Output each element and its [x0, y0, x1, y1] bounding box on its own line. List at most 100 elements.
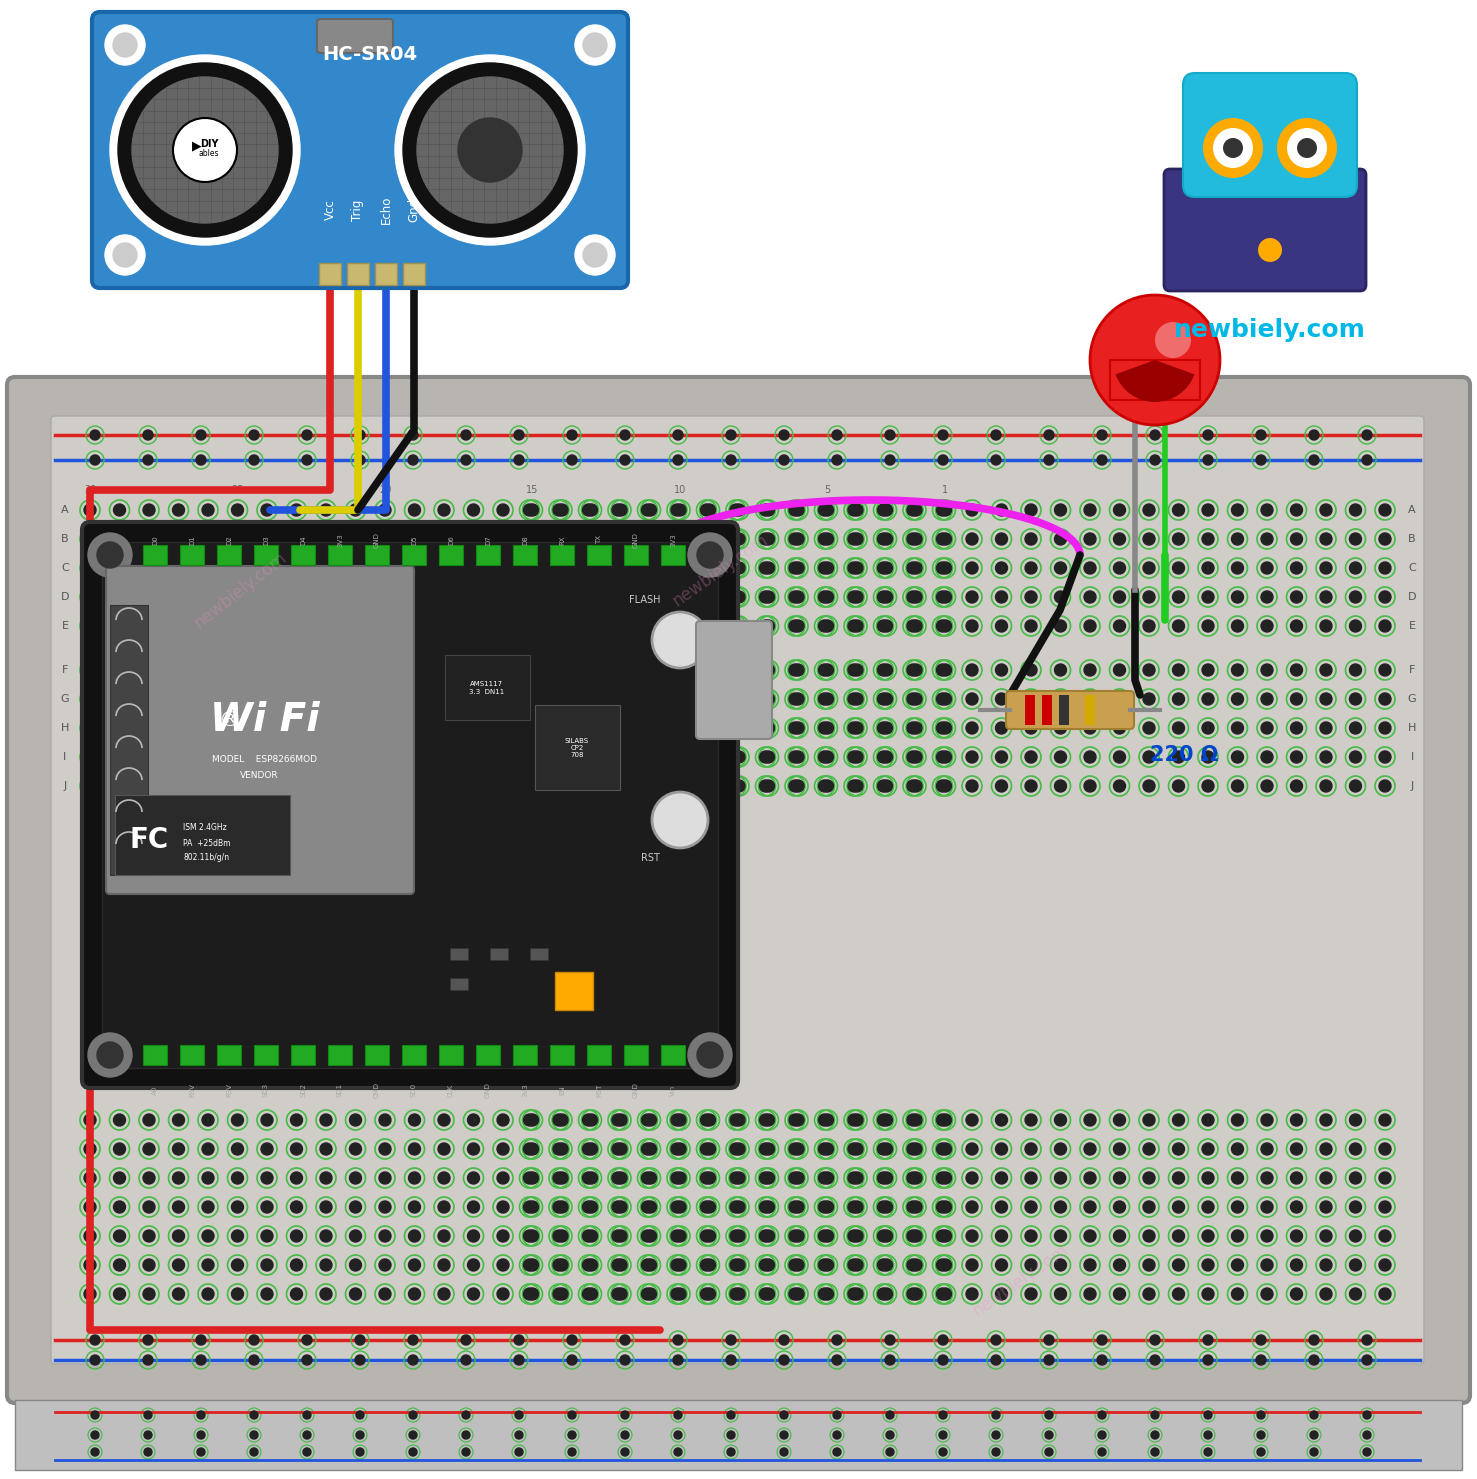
- Circle shape: [526, 562, 539, 574]
- Circle shape: [1291, 592, 1303, 603]
- Text: E: E: [1409, 621, 1415, 632]
- Bar: [1041, 695, 1052, 725]
- Circle shape: [818, 751, 830, 763]
- Circle shape: [114, 504, 126, 516]
- Circle shape: [1173, 694, 1185, 705]
- Circle shape: [789, 504, 801, 516]
- Bar: [662, 1046, 685, 1065]
- Circle shape: [1320, 751, 1332, 763]
- Text: ▶: ▶: [192, 139, 202, 152]
- Circle shape: [703, 751, 715, 763]
- Text: Vin: Vin: [671, 1084, 676, 1096]
- Circle shape: [1223, 138, 1244, 158]
- Text: G: G: [1408, 694, 1416, 704]
- Circle shape: [461, 456, 471, 464]
- Circle shape: [1114, 751, 1125, 763]
- Circle shape: [907, 1231, 919, 1242]
- Circle shape: [1143, 779, 1155, 791]
- Circle shape: [1261, 504, 1273, 516]
- Circle shape: [789, 664, 801, 676]
- Circle shape: [261, 532, 273, 544]
- Circle shape: [789, 722, 801, 734]
- Circle shape: [1173, 620, 1185, 632]
- Circle shape: [582, 1201, 595, 1213]
- Circle shape: [582, 504, 595, 516]
- Circle shape: [614, 1288, 628, 1300]
- Circle shape: [585, 1259, 598, 1270]
- Circle shape: [778, 1336, 789, 1344]
- Circle shape: [703, 620, 715, 632]
- Circle shape: [1202, 1288, 1214, 1300]
- Circle shape: [1025, 1288, 1037, 1300]
- Circle shape: [468, 532, 480, 544]
- Circle shape: [674, 592, 685, 603]
- Circle shape: [1202, 1114, 1214, 1126]
- Circle shape: [818, 592, 830, 603]
- Circle shape: [552, 722, 566, 734]
- Circle shape: [1084, 1288, 1096, 1300]
- Circle shape: [700, 1201, 712, 1213]
- Circle shape: [1320, 1259, 1332, 1270]
- Circle shape: [907, 1201, 919, 1213]
- Circle shape: [907, 562, 919, 574]
- Circle shape: [1232, 722, 1244, 734]
- Circle shape: [1173, 562, 1185, 574]
- Circle shape: [523, 1201, 536, 1213]
- Bar: [623, 544, 648, 565]
- Circle shape: [555, 620, 569, 632]
- Circle shape: [641, 562, 653, 574]
- Circle shape: [1114, 620, 1125, 632]
- Bar: [1086, 695, 1094, 725]
- Circle shape: [995, 1259, 1007, 1270]
- Circle shape: [468, 620, 480, 632]
- Circle shape: [1114, 1231, 1125, 1242]
- Circle shape: [291, 1201, 303, 1213]
- Circle shape: [1310, 1411, 1317, 1418]
- Circle shape: [703, 532, 715, 544]
- Circle shape: [759, 592, 771, 603]
- Circle shape: [611, 751, 623, 763]
- Circle shape: [877, 751, 889, 763]
- Bar: [476, 544, 501, 565]
- Circle shape: [730, 1231, 741, 1242]
- Circle shape: [1173, 1231, 1185, 1242]
- Circle shape: [196, 430, 205, 439]
- Circle shape: [143, 1171, 155, 1185]
- Circle shape: [880, 532, 892, 544]
- Circle shape: [496, 562, 510, 574]
- Circle shape: [380, 779, 391, 791]
- Circle shape: [143, 1201, 155, 1213]
- Circle shape: [674, 1201, 685, 1213]
- Circle shape: [585, 1171, 598, 1185]
- Text: SD3: SD3: [263, 1083, 269, 1097]
- Circle shape: [90, 1336, 100, 1344]
- Circle shape: [84, 620, 96, 632]
- Circle shape: [671, 1171, 682, 1185]
- Circle shape: [907, 620, 919, 632]
- Circle shape: [90, 1355, 100, 1365]
- Circle shape: [250, 1411, 258, 1418]
- Circle shape: [877, 620, 889, 632]
- Text: 15: 15: [526, 485, 539, 495]
- Circle shape: [439, 1259, 450, 1270]
- Circle shape: [1232, 664, 1244, 676]
- Circle shape: [114, 620, 126, 632]
- Circle shape: [523, 664, 536, 676]
- Circle shape: [1202, 456, 1213, 464]
- Circle shape: [526, 779, 539, 791]
- Circle shape: [877, 694, 889, 705]
- Bar: [403, 263, 425, 285]
- Circle shape: [468, 1171, 480, 1185]
- Bar: [217, 1046, 241, 1065]
- Circle shape: [303, 1448, 312, 1455]
- Circle shape: [880, 751, 892, 763]
- Circle shape: [733, 620, 744, 632]
- Circle shape: [700, 751, 712, 763]
- Circle shape: [703, 779, 715, 791]
- Circle shape: [789, 1288, 801, 1300]
- Circle shape: [762, 1114, 774, 1126]
- Circle shape: [1291, 779, 1303, 791]
- Bar: [586, 1046, 611, 1065]
- Circle shape: [143, 1432, 152, 1439]
- Circle shape: [674, 1259, 685, 1270]
